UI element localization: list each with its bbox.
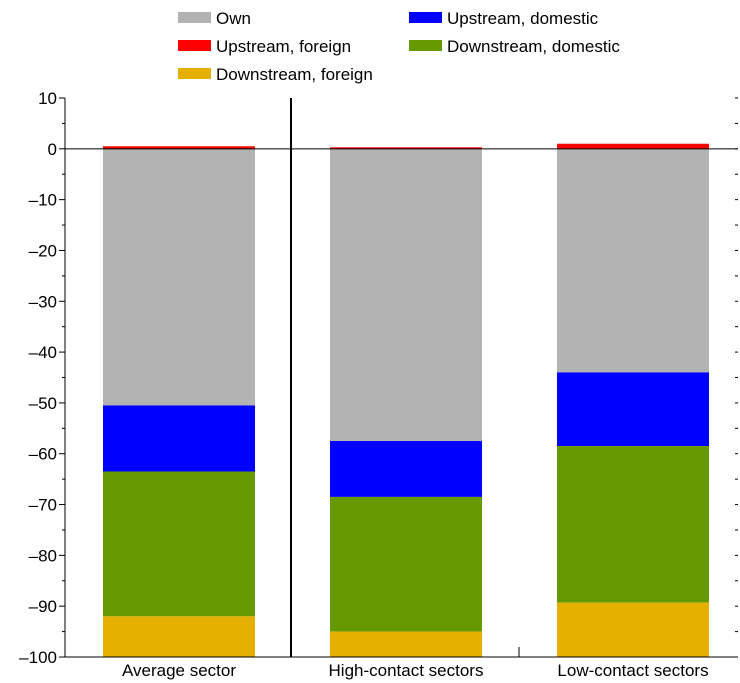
bar-upstream-domestic-1	[330, 441, 482, 497]
y-tick-label-5: –40	[29, 343, 57, 362]
bar-own-1	[330, 148, 482, 442]
legend-label-2: Upstream, foreign	[216, 37, 351, 56]
bar-downstream-domestic-1	[330, 496, 482, 632]
x-axis: Average sector High-contact sectors Low-co…	[65, 647, 738, 680]
bar-upstream-foreign-2	[557, 143, 709, 149]
legend-label-3: Downstream, domestic	[447, 37, 620, 56]
y-tick-label-8: –70	[29, 496, 57, 515]
y-tick-label-10: –90	[29, 597, 57, 616]
y-axis-right	[735, 97, 738, 658]
legend-swatch-2	[178, 40, 211, 51]
legend-swatch-0	[178, 12, 211, 23]
bar-downstream-foreign-2	[557, 602, 709, 657]
y-tick-label-1: 0	[48, 140, 57, 159]
legend-swatch-1	[409, 12, 442, 23]
y-tick-label-7: –60	[29, 445, 57, 464]
y-tick-label-2: –10	[29, 191, 57, 210]
bar-downstream-foreign-1	[330, 631, 482, 657]
bar-downstream-foreign-0	[103, 616, 255, 657]
legend-swatch-4	[178, 68, 211, 79]
y-tick-label-4: –30	[29, 292, 57, 311]
bars-group	[65, 98, 738, 657]
y-tick-label-9: –80	[29, 546, 57, 565]
bar-own-0	[103, 148, 255, 406]
y-tick-label-6: –50	[29, 394, 57, 413]
x-category-label-1: High-contact sectors	[329, 661, 484, 680]
legend-label-4: Downstream, foreign	[216, 65, 373, 84]
y-axis: 10 0 –10 –20 –30 –40 –50 –60 –70 –80 –90 –100	[19, 89, 66, 667]
y-tick-label-3: –20	[29, 241, 57, 260]
y-tick-label-0: 10	[38, 89, 57, 108]
bar-downstream-domestic-0	[103, 471, 255, 617]
bar-upstream-domestic-2	[557, 372, 709, 447]
bar-own-2	[557, 148, 709, 373]
legend: Own Upstream, domestic Upstream, foreign Do…	[178, 9, 620, 84]
bar-upstream-foreign-0	[103, 146, 255, 149]
y-tick-label-11: –100	[19, 648, 57, 667]
legend-swatch-3	[409, 40, 442, 51]
bar-upstream-foreign-1	[330, 147, 482, 149]
bar-upstream-domestic-0	[103, 405, 255, 472]
x-category-label-2: Low-contact sectors	[557, 661, 708, 680]
x-category-label-0: Average sector	[122, 661, 236, 680]
legend-label-1: Upstream, domestic	[447, 9, 599, 28]
legend-label-0: Own	[216, 9, 251, 28]
bar-downstream-domestic-2	[557, 446, 709, 603]
